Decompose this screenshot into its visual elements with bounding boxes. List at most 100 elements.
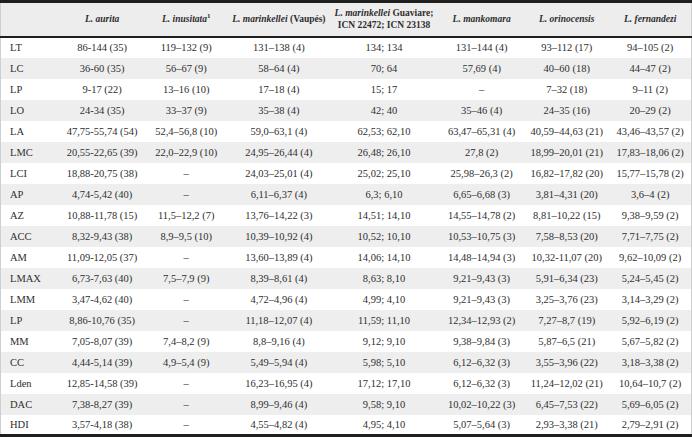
measurement-cell: 6,3; 6,10: [329, 184, 439, 205]
measurement-cell: 5,91–6,34 (23): [524, 268, 609, 289]
species-name: L. inusitata: [162, 14, 207, 24]
footnote-marker: 1: [207, 12, 211, 20]
measurement-cell: 131–144 (4): [439, 37, 524, 58]
measurement-cell: –: [144, 184, 229, 205]
measurement-cell: 17,12; 17,10: [329, 373, 439, 394]
measurement-cell: 7,5–7,9 (9): [144, 268, 229, 289]
measurement-cell: 9-17 (22): [61, 79, 144, 100]
measurement-cell: 20,55-22,65 (39): [61, 142, 144, 163]
measurement-cell: –: [144, 310, 229, 331]
table-row: HDI3,57-4,18 (38)–4,55–4,82 (4)4,95; 4,1…: [1, 415, 692, 436]
measurement-cell: 9,58; 9,10: [329, 394, 439, 415]
measurement-cell: 4,72–4,96 (4): [229, 289, 329, 310]
measurement-cell: 9,38–9,84 (3): [439, 331, 524, 352]
table-row: LP8,86-10,76 (35)–11,18–12,07 (4)11,59; …: [1, 310, 692, 331]
species-name: L. orinocensis: [539, 14, 594, 24]
column-header: L. aurita: [61, 2, 144, 37]
row-label: MM: [1, 331, 61, 352]
row-label: LP: [1, 310, 61, 331]
column-header: L. marinkellei Guaviare; ICN 22472; ICN …: [329, 2, 439, 37]
measurement-cell: 10,39–10,92 (4): [229, 226, 329, 247]
measurement-cell: 24-34 (35): [61, 100, 144, 121]
row-label: LA: [1, 121, 61, 142]
measurement-cell: 5,98; 5,10: [329, 352, 439, 373]
measurement-cell: 33–37 (9): [144, 100, 229, 121]
table-body: LT86-144 (35)119–132 (9)131–138 (4)134; …: [1, 37, 692, 436]
measurement-cell: 11,5–12,2 (7): [144, 205, 229, 226]
measurement-cell: 10,02–10,22 (3): [439, 394, 524, 415]
measurement-cell: 6,65–6,68 (3): [439, 184, 524, 205]
measurement-cell: 3,55–3,96 (22): [524, 352, 609, 373]
measurement-cell: 6,12–6,32 (3): [439, 352, 524, 373]
measurement-cell: 47,75-55,74 (54): [61, 121, 144, 142]
measurement-cell: 13,60–13,89 (4): [229, 247, 329, 268]
row-label: AZ: [1, 205, 61, 226]
measurement-cell: 35–38 (4): [229, 100, 329, 121]
measurement-cell: 43,46–43,57 (2): [609, 121, 691, 142]
measurement-cell: 11,24–12,02 (21): [524, 373, 609, 394]
measurement-cell: 5,92–6,19 (2): [609, 310, 691, 331]
measurement-cell: 8,9–9,5 (10): [144, 226, 229, 247]
measurement-cell: 24,95–26,44 (4): [229, 142, 329, 163]
table-row: AZ10,88-11,78 (15)11,5–12,2 (7)13,76–14,…: [1, 205, 692, 226]
column-header-suffix: (Vaupés): [288, 14, 326, 24]
table-row: DAC7,38-8,27 (39)–8,99–9,46 (4)9,58; 9,1…: [1, 394, 692, 415]
measurement-cell: 9,62–10,09 (2): [609, 247, 691, 268]
measurement-cell: 57,69 (4): [439, 58, 524, 79]
measurement-cell: 15,77–15,78 (2): [609, 163, 691, 184]
measurement-cell: –: [144, 394, 229, 415]
measurement-cell: 3,81–4,31 (20): [524, 184, 609, 205]
measurement-cell: 36-60 (35): [61, 58, 144, 79]
measurement-cell: 94–105 (2): [609, 37, 691, 58]
measurement-cell: 40,59–44,63 (21): [524, 121, 609, 142]
row-label: DAC: [1, 394, 61, 415]
row-label: LT: [1, 37, 61, 58]
row-label: AM: [1, 247, 61, 268]
measurement-cell: 58–64 (4): [229, 58, 329, 79]
measurement-cell: 14,51; 14,10: [329, 205, 439, 226]
measurement-cell: 5,24–5,45 (2): [609, 268, 691, 289]
measurement-cell: 10,32-11,07 (20): [524, 247, 609, 268]
measurement-cell: 7–32 (18): [524, 79, 609, 100]
measurement-cell: 8,81–10,22 (15): [524, 205, 609, 226]
measurement-cell: 134; 134: [329, 37, 439, 58]
table-row: MM7,05-8,07 (39)7,4–8,2 (9)8,8–9,16 (4)9…: [1, 331, 692, 352]
row-label: Lden: [1, 373, 61, 394]
table-row: LCI18,88-20,75 (38)–24,03–25,01 (4)25,02…: [1, 163, 692, 184]
row-label: HDI: [1, 415, 61, 436]
column-header: L. orinocensis: [524, 2, 609, 37]
row-label: ACC: [1, 226, 61, 247]
measurement-cell: –: [144, 247, 229, 268]
measurement-cell: 52,4–56,8 (10): [144, 121, 229, 142]
measurement-cell: 22,0–22,9 (10): [144, 142, 229, 163]
measurement-cell: 7,27–8,7 (19): [524, 310, 609, 331]
measurement-cell: 6,45–7,53 (22): [524, 394, 609, 415]
measurement-cell: 4,74-5,42 (40): [61, 184, 144, 205]
column-header: L. fernandezi: [609, 2, 691, 37]
row-label: LCI: [1, 163, 61, 184]
measurement-cell: 9,38–9,59 (2): [609, 205, 691, 226]
measurement-cell: 6,12–6,32 (3): [439, 373, 524, 394]
measurement-cell: 5,69–6,05 (2): [609, 394, 691, 415]
measurement-cell: 3,25–3,76 (23): [524, 289, 609, 310]
measurement-cell: 16,82–17,82 (20): [524, 163, 609, 184]
table-row: LMC20,55-22,65 (39)22,0–22,9 (10)24,95–2…: [1, 142, 692, 163]
measurement-cell: 3,6–4 (2): [609, 184, 691, 205]
measurement-cell: 10,88-11,78 (15): [61, 205, 144, 226]
measurement-cell: 93–112 (17): [524, 37, 609, 58]
measurement-cell: 9–11 (2): [609, 79, 691, 100]
row-label: LMAX: [1, 268, 61, 289]
table-row: LO24-34 (35)33–37 (9)35–38 (4)42; 4035–4…: [1, 100, 692, 121]
measurement-cell: 59,0–63,1 (4): [229, 121, 329, 142]
measurements-table: L. auritaL. inusitata1L. marinkellei (Va…: [0, 0, 692, 437]
measurement-cell: –: [144, 415, 229, 436]
column-header: L. mankomara: [439, 2, 524, 37]
row-label: LMM: [1, 289, 61, 310]
table-row: LC36-60 (35)56–67 (9)58–64 (4)70; 6457,6…: [1, 58, 692, 79]
table-row: AP4,74-5,42 (40)–6,11–6,37 (4)6,3; 6,106…: [1, 184, 692, 205]
table-row: LA47,75-55,74 (54)52,4–56,8 (10)59,0–63,…: [1, 121, 692, 142]
row-label: AP: [1, 184, 61, 205]
measurement-cell: 15; 17: [329, 79, 439, 100]
measurement-cell: 7,71–7,75 (2): [609, 226, 691, 247]
species-name: L. fernandezi: [624, 14, 676, 24]
